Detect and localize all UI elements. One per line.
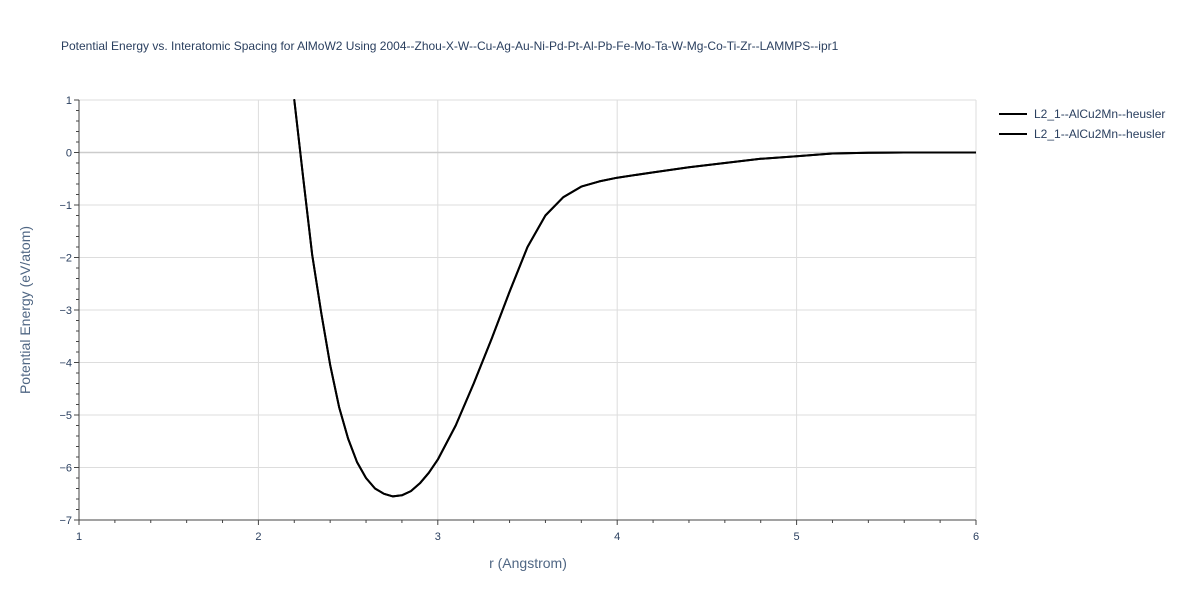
y-tick-label: −2 xyxy=(59,253,72,265)
series-line-1 xyxy=(293,99,976,498)
y-tick-label: −7 xyxy=(59,515,72,527)
legend-item-1[interactable]: L2_1--AlCu2Mn--heusler xyxy=(999,107,1165,121)
chart-title: Potential Energy vs. Interatomic Spacing… xyxy=(61,39,839,53)
legend[interactable]: L2_1--AlCu2Mn--heusler L2_1--AlCu2Mn--heu… xyxy=(999,107,1165,141)
x-tick-label: 2 xyxy=(255,531,261,543)
x-axis-label: r (Angstrom) xyxy=(489,555,567,571)
series-lines xyxy=(293,99,976,498)
y-tick-label: −1 xyxy=(59,200,72,212)
series-line-2 xyxy=(293,99,976,498)
x-tick-label: 5 xyxy=(794,531,800,543)
legend-label: L2_1--AlCu2Mn--heusler xyxy=(1034,127,1165,141)
y-tick-label: −5 xyxy=(59,410,72,422)
x-tick-label: 1 xyxy=(76,531,82,543)
y-tick-label: −3 xyxy=(59,305,72,317)
x-tick-label: 3 xyxy=(435,531,441,543)
y-tick-label: 1 xyxy=(66,95,72,107)
y-tick-label: −6 xyxy=(59,463,72,475)
x-tick-label: 4 xyxy=(614,531,620,543)
y-axis-label: Potential Energy (eV/atom) xyxy=(17,226,33,394)
x-tick-label: 6 xyxy=(973,531,979,543)
legend-label: L2_1--AlCu2Mn--heusler xyxy=(1034,107,1165,121)
axes: 1 2 3 4 5 6 1 0 −1 −2 −3 −4 −5 −6 −7 xyxy=(59,95,979,543)
grid xyxy=(79,99,977,520)
y-tick-label: −4 xyxy=(59,358,72,370)
y-tick-label: 0 xyxy=(66,148,72,160)
legend-item-2[interactable]: L2_1--AlCu2Mn--heusler xyxy=(999,127,1165,141)
